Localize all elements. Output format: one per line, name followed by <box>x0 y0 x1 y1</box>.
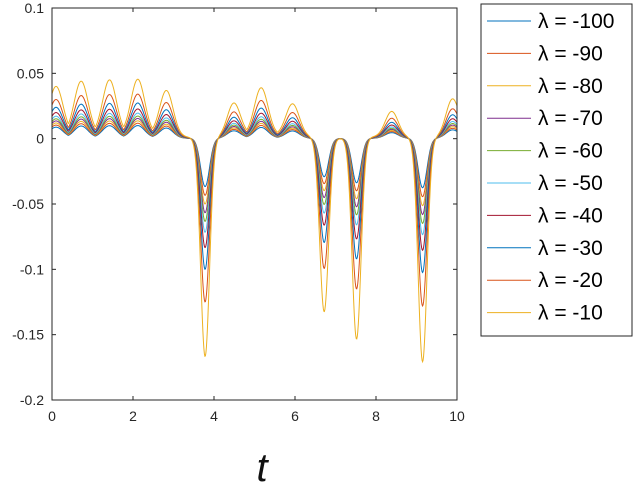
x-tick-label: 10 <box>449 408 465 424</box>
x-tick-label: 0 <box>48 408 56 424</box>
series-layer <box>51 78 458 364</box>
y-tick-label: -0.2 <box>20 392 44 408</box>
legend-label: λ = -10 <box>538 302 603 325</box>
y-tick-label: -0.15 <box>12 327 44 343</box>
legend-label: λ = -30 <box>538 237 603 260</box>
legend-label: λ = -90 <box>538 42 603 65</box>
legend-label: λ = -50 <box>538 172 603 195</box>
y-axis: 0.1 0.05 0 -0.05 -0.1 -0.15 -0.2 <box>12 0 457 408</box>
legend-label: λ = -20 <box>538 269 603 292</box>
x-axis-label: t <box>256 446 269 487</box>
x-axis: 0 2 4 6 8 10 <box>48 8 465 424</box>
y-tick-label: 0 <box>36 131 44 147</box>
series-line-4 <box>51 117 458 216</box>
x-tick-label: 6 <box>291 408 299 424</box>
y-tick-label: -0.05 <box>12 196 44 212</box>
x-tick-label: 4 <box>210 408 218 424</box>
series-line-8 <box>51 102 458 274</box>
series-line-3 <box>51 120 458 207</box>
series-line-2 <box>51 122 458 198</box>
legend-label: λ = -100 <box>538 10 614 33</box>
legend: λ = -100 λ = -90 λ = -80 λ = -70 λ = -60 λ = … <box>480 3 633 337</box>
x-tick-label: 2 <box>129 408 137 424</box>
legend-label: λ = -70 <box>538 107 603 130</box>
legend-label: λ = -40 <box>538 204 603 227</box>
y-tick-label: 0.05 <box>17 65 44 81</box>
plot-background <box>52 8 457 400</box>
series-line-9 <box>51 93 458 308</box>
series-line-6 <box>51 112 458 236</box>
series-line-1 <box>51 125 458 189</box>
x-tick-label: 8 <box>372 408 380 424</box>
series-line-7 <box>51 108 458 252</box>
y-tick-label: -0.1 <box>20 261 44 277</box>
series-line-10 <box>51 78 458 364</box>
series-line-5 <box>51 115 458 225</box>
y-tick-label: 0.1 <box>25 0 45 16</box>
legend-label: λ = -80 <box>538 75 603 98</box>
legend-label: λ = -60 <box>538 140 603 163</box>
